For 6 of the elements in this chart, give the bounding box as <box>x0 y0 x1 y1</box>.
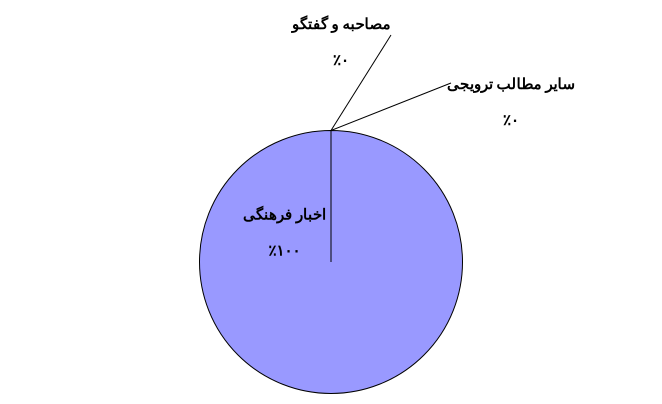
slice-label: اخبار فرهنگی <box>243 205 326 224</box>
category-label: سایر مطالب ترویجی <box>446 76 576 93</box>
text: ٪۰ <box>503 112 519 129</box>
data-label: ٪۱۰۰ <box>268 243 301 260</box>
category-label: مصاحبه و گفتگو <box>292 16 390 33</box>
text: ٪۰ <box>333 52 349 69</box>
